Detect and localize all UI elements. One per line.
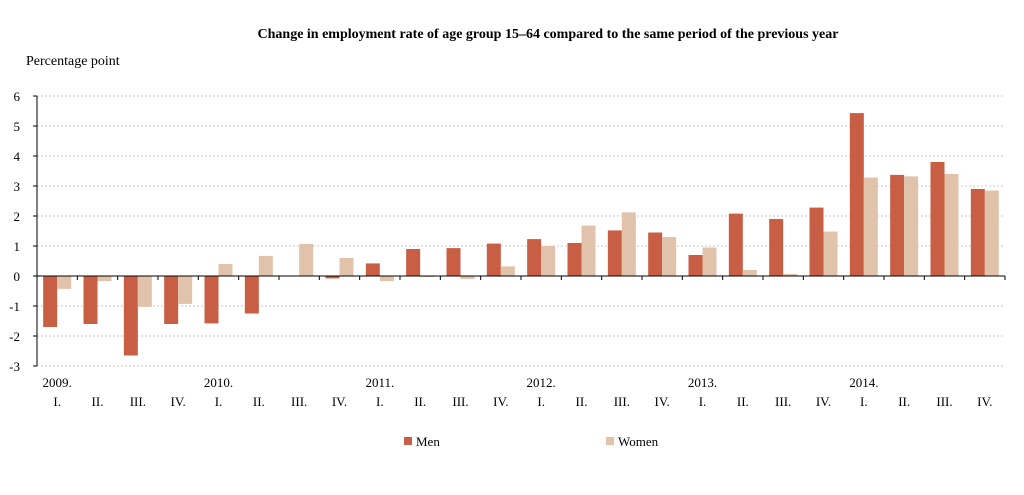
bar-women [97,276,112,282]
year-label: 2009. [43,375,72,390]
bar-women [57,276,72,289]
y-tick-label: -1 [9,299,20,314]
bar-men [164,276,179,324]
y-tick-label: 3 [14,179,21,194]
bar-men [527,239,542,276]
bar-women [460,276,475,279]
bar-men [607,230,622,276]
y-tick-label: 1 [14,239,21,254]
legend-label-women: Women [618,434,659,449]
bar-women [258,255,273,276]
y-tick-label: -3 [9,359,20,374]
quarter-label: II. [576,394,588,409]
year-label: 2012. [527,375,556,390]
quarter-label: I. [215,394,223,409]
quarter-label: III. [775,394,791,409]
quarter-label: III. [452,394,468,409]
y-tick-label: 2 [14,209,21,224]
quarter-label: III. [936,394,952,409]
bar-women [863,177,878,276]
quarter-label: I. [537,394,545,409]
bar-women [823,231,838,276]
bar-men [244,276,259,314]
bar-women [783,273,798,276]
axes [33,95,1006,367]
x-tick-labels: 2009. 2010. 2011. 2012. 2013. 2014. I. II. III. I… [43,375,993,409]
y-tick-labels: -3 -2 -1 0 1 2 3 4 5 6 [9,89,20,374]
bar-men [567,243,582,276]
quarter-label: II. [92,394,104,409]
legend-swatch-men [404,437,412,445]
year-label: 2011. [365,375,394,390]
quarter-label: IV. [977,394,992,409]
bar-men [930,162,945,276]
quarter-label: II. [253,394,265,409]
y-tick-label: 4 [14,149,21,164]
bar-women [339,258,354,276]
quarter-label: IV. [332,394,347,409]
quarter-label: II. [737,394,749,409]
bar-men [809,207,824,276]
bar-men [204,276,219,324]
quarter-label: I. [860,394,868,409]
chart-title: Change in employment rate of age group 1… [258,27,839,42]
bar-men [486,243,501,276]
quarter-label: III. [291,394,307,409]
bar-men [325,276,340,279]
y-tick-label: 5 [14,119,21,134]
bar-women [137,276,152,307]
bar-men [648,232,663,276]
y-tick-label: 6 [14,89,21,104]
bar-women [178,276,193,304]
y-tick-label: -2 [9,329,20,344]
gridlines [37,95,1005,367]
bar-women [541,246,556,276]
bar-men [43,276,58,327]
quarter-label: I. [376,394,384,409]
bar-men [688,255,703,276]
y-axis-label: Percentage point [26,54,120,69]
bar-women [218,264,233,276]
bar-men [365,263,380,276]
bar-men [123,276,138,356]
quarter-label: III. [614,394,630,409]
bar-men [769,219,784,276]
bar-women [299,243,314,276]
quarter-label: IV. [493,394,508,409]
bar-men [446,248,461,276]
y-tick-label: 0 [14,269,21,284]
year-label: 2014. [849,375,878,390]
bar-men [83,276,98,324]
bars [43,113,999,356]
bar-women [984,190,999,276]
bar-men [890,174,905,276]
bar-women [621,212,636,276]
quarter-label: II. [898,394,910,409]
year-label: 2013. [688,375,717,390]
bar-women [944,174,959,276]
bar-men [849,113,864,276]
quarter-label: III. [130,394,146,409]
bar-women [742,270,757,276]
bar-women [581,225,596,276]
quarter-label: I. [699,394,707,409]
year-label: 2010. [204,375,233,390]
bar-men [970,189,985,276]
bar-men [406,249,421,276]
quarter-label: IV. [816,394,831,409]
bar-women [500,266,515,276]
legend: Men Women [404,434,659,449]
bar-women [662,237,677,276]
legend-swatch-women [606,437,614,445]
legend-label-men: Men [416,434,440,449]
bar-men [728,213,743,276]
bar-women [904,176,919,276]
quarter-label: IV. [171,394,186,409]
bar-women [379,276,394,282]
quarter-label: I. [53,394,61,409]
quarter-label: IV. [655,394,670,409]
quarter-label: II. [414,394,426,409]
bar-women [702,247,717,276]
